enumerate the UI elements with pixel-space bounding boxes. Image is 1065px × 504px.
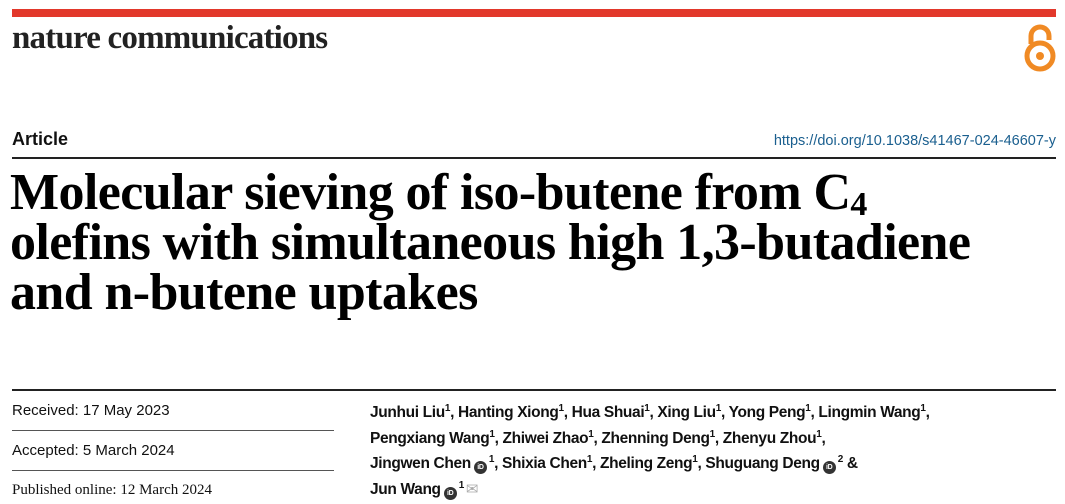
author-name[interactable]: Jingwen Chen <box>370 455 471 472</box>
author-name[interactable]: Pengxiang Wang <box>370 429 490 447</box>
separator: , <box>821 429 826 447</box>
affiliation-marker[interactable]: 1 <box>715 402 722 414</box>
accepted-date: Accepted: 5 March 2024 <box>12 442 175 459</box>
published-date: Published online: 12 March 2024 <box>12 482 212 498</box>
author-name[interactable]: Shuguang Deng <box>705 455 820 472</box>
divider <box>12 157 1056 159</box>
separator: , <box>450 404 458 421</box>
affiliation-marker[interactable]: 1 <box>444 402 451 414</box>
divider <box>12 430 334 431</box>
author-line: Jun Wang iD1 ✉ <box>370 477 930 503</box>
author-name[interactable]: Xing Liu <box>657 404 716 421</box>
affiliation-marker[interactable]: 1 <box>644 402 650 414</box>
divider <box>12 470 334 471</box>
separator: , <box>649 404 658 421</box>
affiliation-marker[interactable]: 1 <box>920 402 926 414</box>
author-line: Jingwen Chen iD1, Shixia Chen1, Zheling Z… <box>370 451 930 477</box>
separator: , <box>494 429 503 447</box>
separator: , <box>593 429 602 447</box>
affiliation-marker[interactable]: 1 <box>586 453 593 465</box>
author-line: Pengxiang Wang1, Zhiwei Zhao1, Zhenning … <box>370 426 930 452</box>
separator: , <box>720 404 729 421</box>
journal-logo[interactable]: nature communications <box>12 20 328 56</box>
separator: , <box>494 455 503 472</box>
orcid-icon[interactable]: iD <box>473 461 487 474</box>
article-type: Article <box>12 129 69 149</box>
affiliation-marker[interactable]: 1 <box>488 453 495 465</box>
affiliation-marker[interactable]: 1 <box>458 479 465 491</box>
affiliation-marker[interactable]: 1 <box>709 428 716 440</box>
author-name[interactable]: Shixia Chen <box>502 455 587 472</box>
open-access-lock-icon <box>1024 24 1056 72</box>
author-name[interactable]: Zheling Zeng <box>600 455 693 472</box>
affiliation-marker[interactable]: 1 <box>558 402 565 414</box>
affiliation-marker[interactable]: 1 <box>692 453 698 465</box>
doi-link[interactable]: https://doi.org/10.1038/s41467-024-46607… <box>773 133 1056 149</box>
separator: , <box>925 404 930 421</box>
affiliation-marker[interactable]: 1 <box>588 428 594 440</box>
separator: , <box>592 455 601 472</box>
orcid-icon[interactable]: iD <box>443 486 457 500</box>
article-title: Molecular sieving of iso-butene from C4 … <box>10 164 971 321</box>
author-name[interactable]: Zhenning Deng <box>601 429 710 447</box>
separator: , <box>563 404 572 421</box>
affiliation-marker[interactable]: 1 <box>805 402 811 414</box>
author-name[interactable]: Zhenyu Zhou <box>722 429 817 447</box>
affiliation-marker[interactable]: 2 <box>837 453 844 465</box>
author-name[interactable]: Hua Shuai <box>571 404 645 421</box>
separator: , <box>810 404 819 421</box>
author-name[interactable]: Yong Peng <box>728 404 806 421</box>
divider <box>12 389 1056 391</box>
separator: , <box>697 455 706 472</box>
author-name[interactable]: Hanting Xiong <box>458 404 559 421</box>
affiliation-marker[interactable]: 1 <box>816 428 822 440</box>
orcid-icon[interactable]: iD <box>822 461 836 474</box>
email-icon[interactable]: ✉ <box>465 480 479 498</box>
author-line: Junhui Liu1, Hanting Xiong1, Hua Shuai1,… <box>370 400 930 426</box>
author-name[interactable]: Junhui Liu <box>370 404 445 421</box>
separator: & <box>842 455 858 472</box>
separator: , <box>714 429 723 447</box>
author-list: Junhui Liu1, Hanting Xiong1, Hua Shuai1,… <box>370 400 930 502</box>
affiliation-marker[interactable]: 1 <box>489 428 495 440</box>
author-name[interactable]: Zhiwei Zhao <box>502 429 589 447</box>
author-name[interactable]: Lingmin Wang <box>818 404 921 421</box>
author-name[interactable]: Jun Wang <box>370 480 441 498</box>
received-date: Received: 17 May 2023 <box>12 402 170 419</box>
brand-bar <box>12 9 1056 17</box>
